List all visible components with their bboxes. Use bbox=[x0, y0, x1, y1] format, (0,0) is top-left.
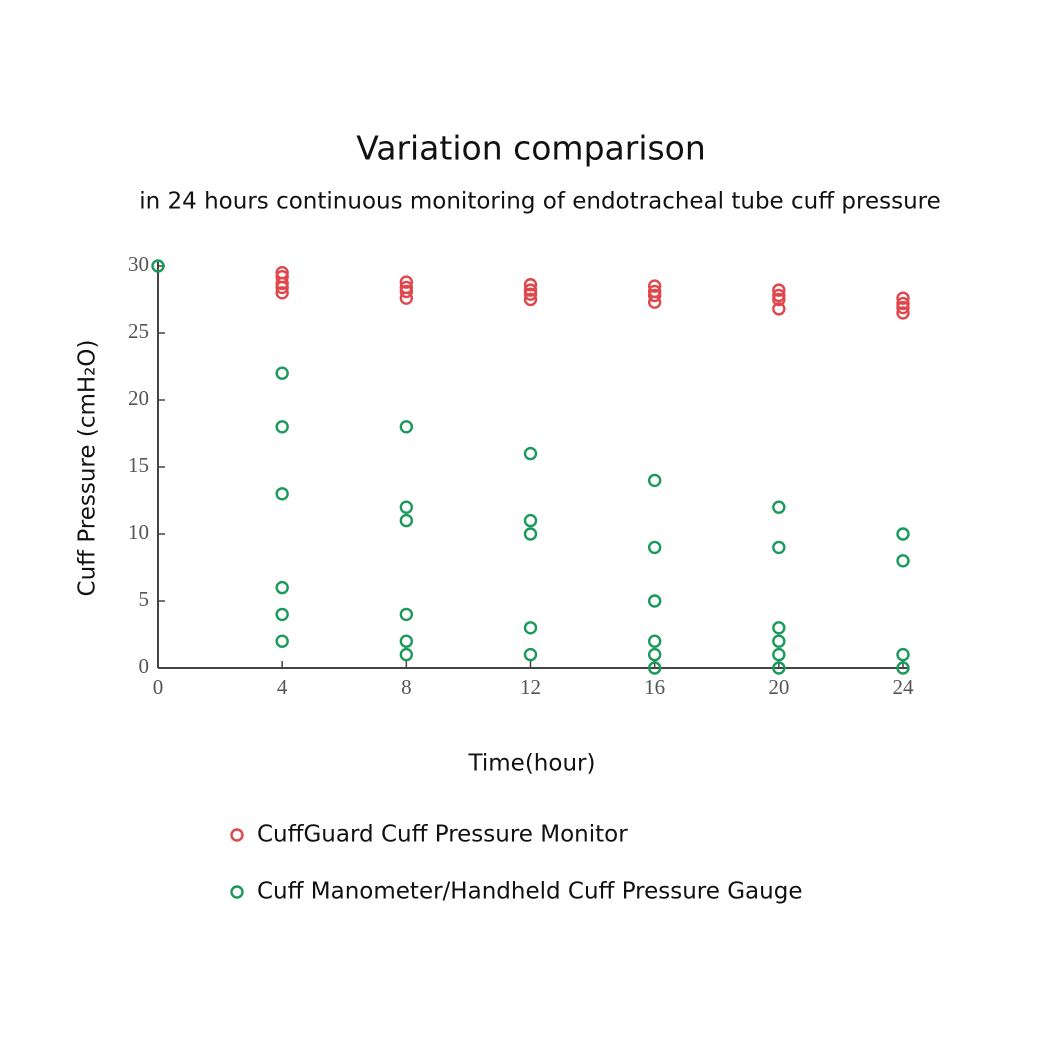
point bbox=[772, 292, 786, 307]
point bbox=[275, 580, 289, 595]
y-tick-label: 25 bbox=[128, 319, 149, 343]
legend-label: Cuff Manometer/Handheld Cuff Pressure Ga… bbox=[257, 879, 802, 905]
y-tick-label: 5 bbox=[139, 587, 150, 611]
point bbox=[275, 286, 289, 300]
point bbox=[275, 487, 289, 501]
point bbox=[896, 306, 910, 320]
point bbox=[523, 287, 538, 301]
point bbox=[523, 527, 538, 541]
point bbox=[275, 366, 289, 380]
point bbox=[772, 500, 786, 514]
point bbox=[647, 661, 662, 675]
point bbox=[647, 473, 662, 488]
point bbox=[399, 275, 414, 289]
point bbox=[647, 295, 662, 309]
point bbox=[399, 420, 414, 434]
x-tick-label: 8 bbox=[401, 675, 412, 699]
legend-label: CuffGuard Cuff Pressure Monitor bbox=[257, 822, 628, 848]
point bbox=[896, 527, 910, 541]
point bbox=[772, 540, 786, 555]
legend-marker bbox=[230, 828, 244, 842]
point bbox=[523, 647, 538, 662]
point bbox=[523, 446, 538, 461]
point bbox=[275, 280, 289, 295]
point bbox=[647, 634, 662, 648]
y-tick-label: 15 bbox=[128, 453, 149, 477]
point bbox=[772, 283, 786, 297]
chart-subtitle: in 24 hours continuous monitoring of end… bbox=[139, 189, 941, 215]
point bbox=[399, 284, 414, 299]
point bbox=[647, 279, 662, 293]
point bbox=[896, 661, 910, 675]
point bbox=[523, 621, 538, 635]
chart-title: Variation comparison bbox=[356, 129, 706, 168]
y-tick-label: 0 bbox=[139, 654, 150, 678]
point bbox=[399, 607, 414, 622]
point bbox=[399, 513, 414, 528]
point bbox=[647, 594, 662, 608]
point bbox=[896, 554, 910, 568]
x-tick-label: 12 bbox=[520, 675, 541, 699]
y-tick-label: 30 bbox=[128, 252, 149, 276]
legend-marker bbox=[230, 885, 244, 899]
x-tick-label: 0 bbox=[153, 675, 164, 699]
point bbox=[772, 647, 786, 662]
point bbox=[523, 513, 538, 528]
point bbox=[896, 291, 910, 305]
point bbox=[523, 283, 538, 297]
point bbox=[896, 300, 910, 315]
point bbox=[275, 276, 289, 291]
point bbox=[896, 647, 910, 662]
x-axis-label: Time(hour) bbox=[468, 751, 596, 777]
point bbox=[399, 291, 414, 305]
point bbox=[275, 420, 289, 434]
point bbox=[647, 288, 662, 303]
x-tick-label: 20 bbox=[768, 675, 789, 699]
point bbox=[399, 500, 414, 514]
point bbox=[275, 634, 289, 648]
point bbox=[647, 540, 662, 555]
point bbox=[772, 302, 786, 316]
point bbox=[772, 634, 786, 648]
x-tick-label: 24 bbox=[893, 675, 915, 699]
x-tick-label: 4 bbox=[277, 675, 288, 699]
point bbox=[772, 661, 786, 675]
point bbox=[772, 288, 786, 303]
x-tick-label: 16 bbox=[644, 675, 665, 699]
point bbox=[772, 621, 786, 635]
point bbox=[399, 634, 414, 648]
point bbox=[399, 647, 414, 662]
y-axis-label: Cuff Pressure (cmH₂O) bbox=[75, 340, 101, 597]
point bbox=[523, 292, 538, 307]
point bbox=[275, 607, 289, 622]
point bbox=[151, 259, 165, 273]
y-tick-label: 20 bbox=[128, 386, 149, 410]
point bbox=[896, 296, 910, 311]
point bbox=[523, 278, 538, 292]
point bbox=[647, 647, 662, 662]
y-tick-label: 10 bbox=[128, 520, 149, 544]
